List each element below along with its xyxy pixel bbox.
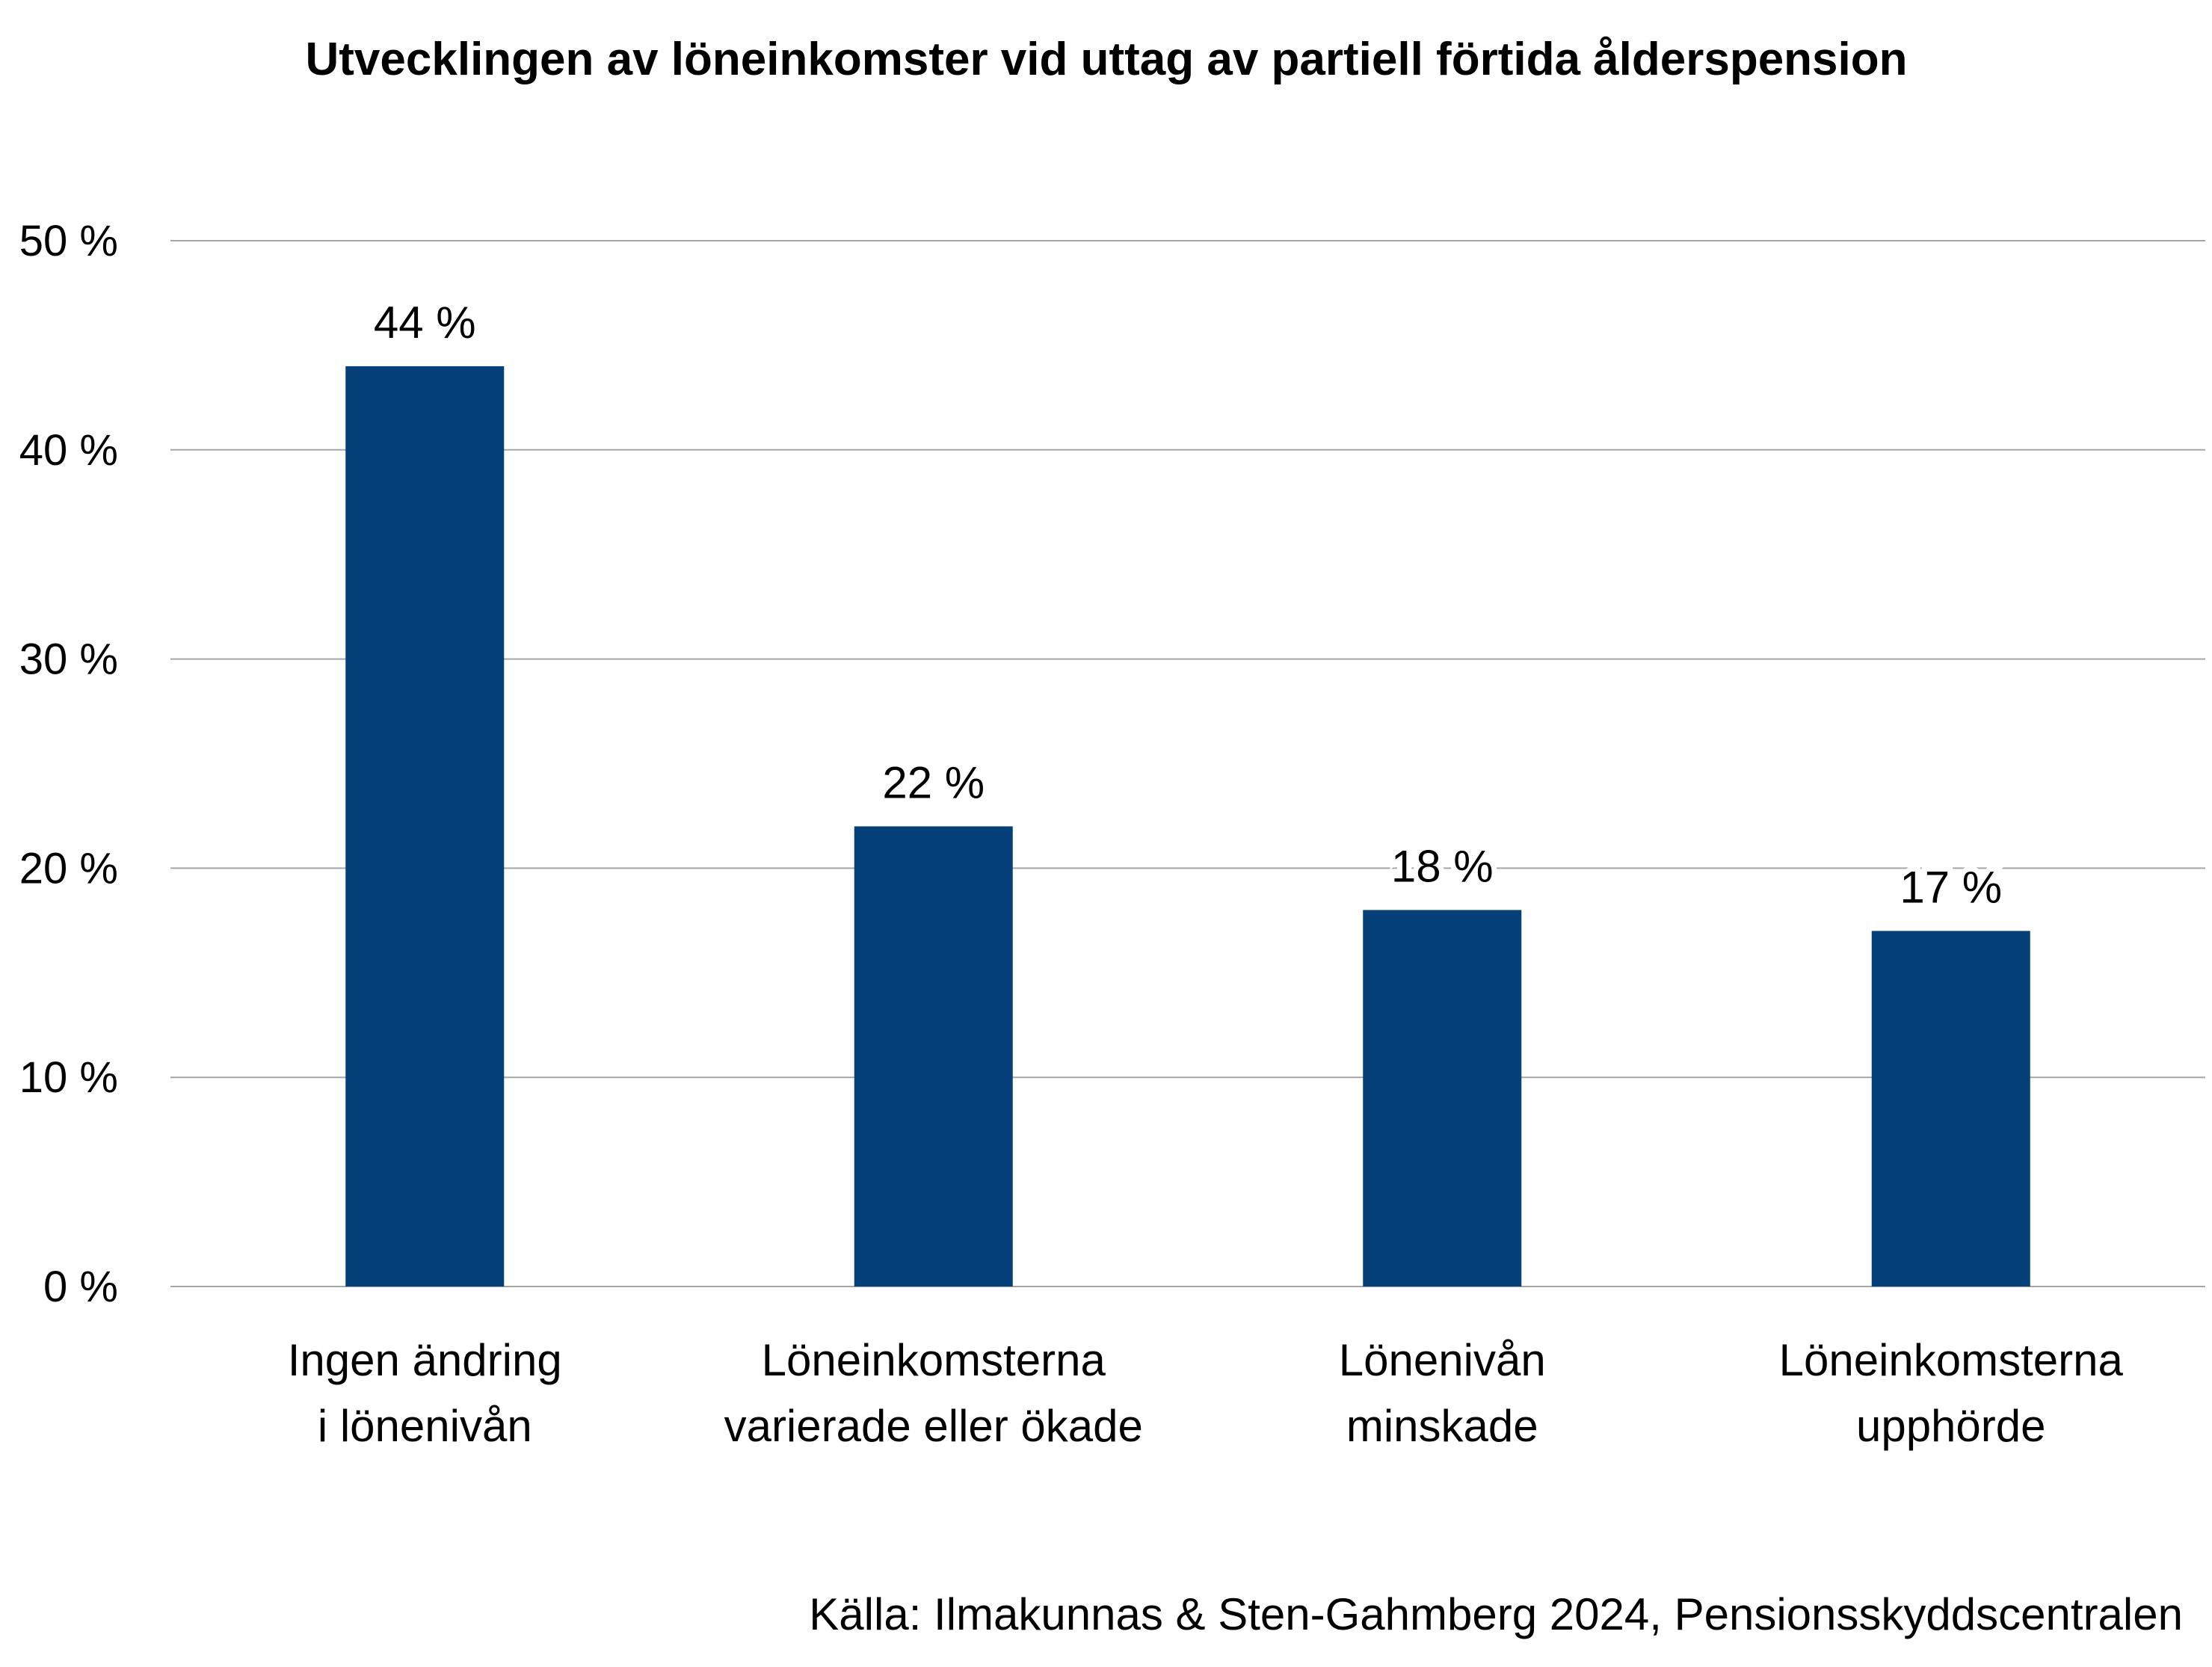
x-category-label-line: varierade eller ökade [724,1401,1143,1451]
y-tick-label: 20 % [19,844,118,893]
x-category-label-line: Lönenivån [1339,1335,1546,1385]
x-category-label-line: Löneinkomsterna [1779,1335,2124,1385]
x-category-label-line: minskade [1346,1401,1538,1451]
x-category-label: Löneinkomsterna upphörde [1779,1335,2124,1451]
data-label: 44 % [374,298,476,348]
bar [1363,910,1522,1287]
x-axis-category-labels: Ingen ändring i lönenivån Löneinkomsterna v… [288,1335,2124,1451]
chart-title: Utvecklingen av löneinkomster vid uttag … [306,34,1908,85]
x-category-label: Löneinkomsterna varierade eller ökade [724,1335,1143,1451]
y-tick-label: 30 % [19,635,118,684]
x-category-label-line: i lönenivån [318,1401,532,1451]
bar [345,366,505,1287]
data-label: 17 % [1900,862,2002,912]
y-tick-label: 50 % [19,217,118,265]
data-label: 22 % [882,757,985,807]
bars [345,366,2030,1287]
data-labels: 44 % 22 % 18 % 17 % [369,292,2007,917]
data-label: 18 % [1391,841,1494,891]
x-category-label-line: Löneinkomsterna [762,1335,1106,1385]
x-category-label: Ingen ändring i lönenivån [288,1335,562,1451]
x-category-label-line: upphörde [1856,1401,2046,1451]
y-tick-label: 0 % [43,1263,118,1311]
x-category-label-line: Ingen ändring [288,1335,562,1385]
y-axis-tick-labels: 0 % 10 % 20 % 30 % 40 % 50 % [19,217,118,1311]
y-tick-label: 40 % [19,426,118,475]
y-tick-label: 10 % [19,1053,118,1102]
bar [854,826,1013,1287]
bar [1871,931,2030,1287]
source-note: Källa: Ilmakunnas & Sten-Gahmberg 2024, … [809,1589,2183,1639]
gridlines [170,240,2205,1287]
x-category-label: Lönenivån minskade [1339,1335,1546,1451]
